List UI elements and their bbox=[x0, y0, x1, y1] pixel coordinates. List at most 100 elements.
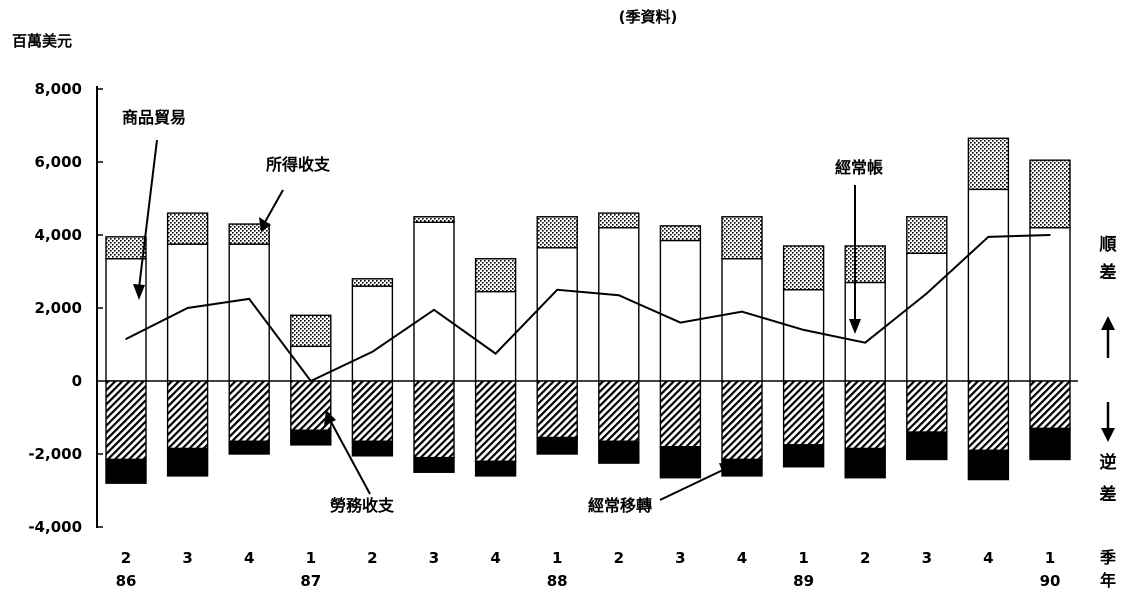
surplus-label: 順 差 bbox=[1100, 235, 1118, 283]
x-tick-label: 2 bbox=[614, 549, 624, 567]
axis-right-label-bottom: 年 bbox=[1100, 571, 1116, 590]
x-tick-label: 4 bbox=[737, 549, 747, 567]
annotation-arrow bbox=[659, 463, 733, 501]
x-year-label: 88 bbox=[547, 572, 568, 590]
bar-income bbox=[474, 258, 517, 293]
bar-merchandise-trade bbox=[166, 243, 209, 382]
line-point-current-account bbox=[987, 236, 990, 238]
bar-services bbox=[598, 380, 640, 442]
bar-income bbox=[659, 225, 702, 242]
bar-current-transfers bbox=[351, 440, 394, 457]
surplus-char: 差 bbox=[1100, 262, 1117, 283]
bar-merchandise-trade bbox=[228, 243, 270, 382]
line-point-current-account bbox=[371, 351, 374, 353]
bar-services bbox=[105, 380, 147, 461]
bar-series-group bbox=[105, 137, 1071, 484]
line-point-current-account bbox=[433, 309, 435, 311]
bar-services bbox=[967, 380, 1010, 452]
y-tick-label: -2,000 bbox=[28, 445, 82, 463]
bar-services bbox=[474, 380, 517, 463]
y-tick-label: 6,000 bbox=[35, 153, 82, 171]
x-year-label: 86 bbox=[116, 572, 137, 590]
bar-merchandise-trade bbox=[413, 221, 455, 382]
line-point-current-account bbox=[926, 292, 928, 295]
bar-income bbox=[166, 212, 209, 245]
bar-merchandise-trade bbox=[536, 247, 578, 382]
y-ticks: 8,000 6,000 4,000 2,000 0 -2,000 -4,000 bbox=[28, 80, 103, 536]
x-tick-labels: 2 3 4 1 2 3 4 1 2 3 4 1 2 3 4 1 86 87 88 89 90 bbox=[116, 549, 1061, 590]
bar-merchandise-trade bbox=[351, 285, 394, 382]
line-point-current-account bbox=[248, 298, 250, 300]
y-tick-label: 8,000 bbox=[35, 80, 82, 98]
bar-services bbox=[844, 380, 886, 450]
bar-income bbox=[1029, 159, 1071, 229]
bar-services bbox=[906, 380, 948, 433]
bar-income bbox=[782, 245, 825, 291]
bar-current-transfers bbox=[598, 440, 640, 464]
bar-current-transfers bbox=[782, 444, 825, 468]
annotation-arrow bbox=[324, 410, 371, 495]
bar-income bbox=[351, 278, 394, 287]
x-tick-label: 4 bbox=[490, 549, 500, 567]
bar-current-transfers bbox=[290, 429, 332, 446]
axis-right-label-top: 季 bbox=[1099, 548, 1117, 567]
y-tick-label: 0 bbox=[72, 372, 82, 390]
bar-current-transfers bbox=[536, 436, 578, 455]
bar-current-transfers bbox=[228, 440, 270, 455]
line-current-account bbox=[125, 234, 1051, 383]
bar-services bbox=[659, 380, 702, 448]
deficit-label: 逆 差 bbox=[1100, 452, 1117, 505]
bar-current-transfers bbox=[906, 431, 948, 461]
x-tick-label: 1 bbox=[552, 549, 562, 567]
down-arrow-icon bbox=[1101, 402, 1115, 442]
bar-income bbox=[598, 212, 640, 229]
line-point-current-account bbox=[125, 338, 127, 340]
x-year-label: 90 bbox=[1040, 572, 1061, 590]
up-arrow-icon bbox=[1101, 316, 1115, 358]
annotation-merchandise-trade: 商品貿易 bbox=[122, 108, 186, 127]
bar-current-transfers bbox=[967, 449, 1010, 481]
bar-merchandise-trade bbox=[474, 290, 517, 382]
x-tick-label: 1 bbox=[306, 549, 316, 567]
annotation-arrow bbox=[849, 185, 861, 334]
bar-income bbox=[844, 245, 886, 284]
y-tick-label: -4,000 bbox=[28, 518, 82, 536]
bar-income bbox=[721, 216, 763, 260]
line-point-current-account bbox=[494, 352, 497, 355]
bar-income bbox=[536, 216, 578, 249]
bar-merchandise-trade bbox=[721, 258, 763, 382]
x-tick-label: 2 bbox=[121, 549, 131, 567]
line-point-current-account bbox=[556, 288, 558, 291]
chart-title: (季資料) bbox=[619, 8, 678, 26]
bar-current-transfers bbox=[413, 456, 455, 473]
bar-services bbox=[413, 380, 455, 459]
bar-services bbox=[721, 380, 763, 461]
x-tick-label: 3 bbox=[922, 549, 932, 567]
bar-income bbox=[906, 216, 948, 254]
x-year-label: 87 bbox=[300, 572, 321, 590]
bar-income bbox=[228, 223, 270, 245]
bar-services bbox=[290, 380, 332, 431]
y-tick-label: 2,000 bbox=[35, 299, 82, 317]
bar-merchandise-trade bbox=[1029, 226, 1071, 382]
bar-services bbox=[351, 380, 394, 442]
line-point-current-account bbox=[741, 310, 743, 313]
annotation-current-account: 經常帳 bbox=[835, 158, 883, 177]
bar-services bbox=[166, 380, 209, 450]
bar-income bbox=[290, 314, 332, 348]
annotation-current-transfers: 經常移轉 bbox=[588, 496, 652, 515]
line-point-current-account bbox=[186, 307, 189, 309]
line-point-current-account bbox=[310, 380, 312, 382]
line-point-current-account bbox=[618, 294, 620, 297]
bar-merchandise-trade bbox=[782, 289, 825, 382]
line-point-current-account bbox=[679, 321, 682, 324]
x-tick-label: 3 bbox=[675, 549, 685, 567]
x-tick-label: 1 bbox=[1045, 549, 1055, 567]
x-tick-label: 4 bbox=[244, 549, 254, 567]
annotation-arrow bbox=[259, 189, 284, 232]
x-tick-label: 4 bbox=[983, 549, 993, 567]
x-tick-label: 2 bbox=[367, 549, 377, 567]
line-point-current-account bbox=[802, 329, 805, 331]
bar-services bbox=[1029, 380, 1071, 430]
